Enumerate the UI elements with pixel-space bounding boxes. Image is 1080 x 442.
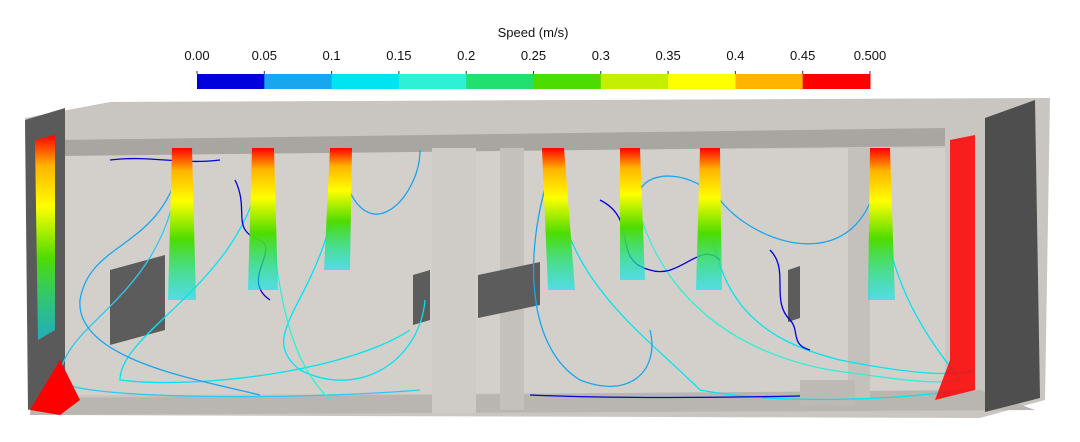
colorbar-segment bbox=[735, 74, 804, 89]
beam bbox=[110, 255, 165, 345]
corner-jet bbox=[30, 360, 80, 415]
tick-label: 0.4 bbox=[726, 48, 744, 63]
jet bbox=[248, 148, 278, 290]
right-wall bbox=[985, 100, 1040, 412]
streamline bbox=[629, 159, 961, 383]
beam bbox=[478, 262, 540, 318]
tick-label: 0.2 bbox=[457, 48, 475, 63]
streamline bbox=[639, 159, 881, 245]
tick-label: 0.45 bbox=[790, 48, 815, 63]
jet bbox=[868, 148, 895, 300]
tick-label: 0.15 bbox=[386, 48, 411, 63]
colorbar-segment bbox=[197, 74, 265, 89]
colorbar-segment bbox=[466, 74, 534, 89]
tick-label: 0.3 bbox=[592, 48, 610, 63]
tick-label: 0.35 bbox=[655, 48, 680, 63]
streamline bbox=[769, 249, 811, 351]
ceiling-beam bbox=[58, 128, 945, 156]
streamline bbox=[283, 164, 426, 381]
colorbar-segment bbox=[331, 74, 400, 89]
wall-jet bbox=[935, 135, 975, 400]
tick-label: 0.500 bbox=[854, 48, 887, 63]
jet bbox=[168, 148, 196, 300]
beam bbox=[788, 266, 800, 322]
colorbar-title: Speed (m/s) bbox=[498, 25, 569, 40]
colorbar-segment bbox=[533, 74, 602, 89]
wall-jet bbox=[35, 135, 55, 340]
tick-label: 0.1 bbox=[323, 48, 341, 63]
jets bbox=[30, 135, 975, 415]
streamline bbox=[551, 159, 961, 401]
jet bbox=[696, 148, 722, 290]
jet bbox=[620, 148, 645, 280]
colorbar-segment bbox=[668, 74, 736, 89]
streamline bbox=[79, 164, 261, 396]
column bbox=[848, 148, 870, 398]
tick-label: 0.00 bbox=[184, 48, 209, 63]
column bbox=[432, 148, 476, 413]
colorbar-segment bbox=[264, 74, 333, 89]
tick-label: 0.25 bbox=[521, 48, 546, 63]
streamline bbox=[109, 157, 221, 163]
tick-label: 0.05 bbox=[252, 48, 277, 63]
scene bbox=[25, 98, 1050, 418]
streamline bbox=[529, 394, 801, 399]
jet bbox=[542, 148, 575, 290]
beam bbox=[413, 270, 430, 325]
streamline bbox=[532, 164, 653, 387]
colorbar-segment bbox=[600, 74, 669, 89]
colorbar-segment bbox=[802, 74, 871, 89]
colorbar-segment bbox=[398, 74, 467, 89]
column bbox=[800, 380, 855, 405]
streamline bbox=[119, 159, 411, 384]
colorbar: Speed (m/s) 0.00 0.05 0.1 0.15 0.2 0.25 0.3 0.3… bbox=[184, 25, 886, 89]
jet bbox=[324, 148, 352, 270]
